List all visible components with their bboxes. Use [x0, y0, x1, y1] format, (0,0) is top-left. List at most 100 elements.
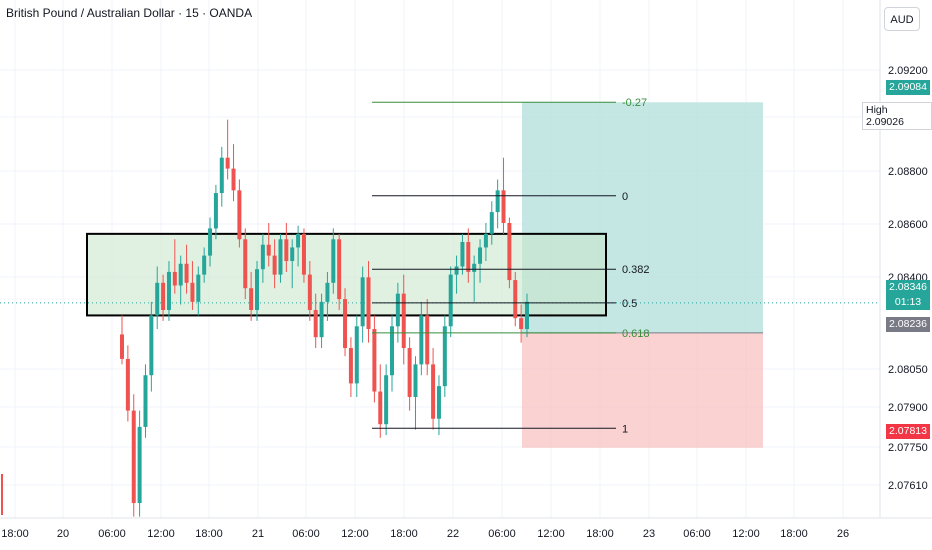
x-tick-label: 18:00 — [1, 528, 29, 540]
countdown-tag: 01:13 — [886, 295, 930, 310]
candle-body — [143, 375, 148, 427]
x-tick-label: 26 — [837, 528, 849, 540]
x-tick-label: 18:00 — [195, 528, 223, 540]
candle-body — [360, 277, 365, 327]
candle-body — [272, 255, 277, 275]
candle-body — [407, 348, 412, 397]
candle-body — [337, 239, 342, 300]
candle-body — [120, 334, 124, 359]
candle-body — [172, 271, 177, 286]
x-tick-label: 12:00 — [341, 528, 369, 540]
candle-body — [178, 263, 183, 286]
candle-body — [436, 386, 441, 419]
candle-body — [501, 190, 506, 223]
candle-body — [184, 263, 189, 283]
high-label-value: 2.09026 — [866, 116, 904, 128]
candle-body — [472, 263, 477, 272]
candle-body — [431, 364, 436, 419]
candle-body — [348, 348, 353, 384]
candle-body — [301, 233, 306, 275]
candle-body — [202, 255, 207, 275]
candle-body — [149, 315, 154, 376]
candle-body — [319, 301, 324, 338]
candle-body — [137, 426, 142, 504]
candle-body — [125, 358, 130, 411]
x-tick-label: 06:00 — [683, 528, 711, 540]
x-tick-label: 06:00 — [98, 528, 126, 540]
candle-body — [413, 364, 418, 397]
stop-zone — [522, 332, 763, 448]
candle-body — [325, 282, 330, 302]
target-price-tag: 2.09084 — [886, 80, 930, 95]
candle-body — [161, 282, 166, 310]
candle-body — [466, 242, 471, 272]
x-tick-label: 23 — [643, 528, 655, 540]
candle-body — [243, 239, 248, 289]
x-tick-label: 21 — [252, 528, 264, 540]
y-tick-label: 2.08600 — [888, 219, 928, 231]
currency-button[interactable]: AUD — [884, 7, 920, 31]
fib-label: -0.27 — [622, 97, 647, 109]
x-tick-label: 06:00 — [292, 528, 320, 540]
x-tick-label: 22 — [447, 528, 459, 540]
candle-body — [284, 239, 289, 262]
candle-body — [290, 247, 295, 262]
candle-body — [384, 375, 389, 425]
fib-label: 0.618 — [622, 328, 650, 340]
candle-body — [313, 309, 318, 338]
candle-body — [454, 266, 459, 275]
x-tick-label: 18:00 — [780, 528, 808, 540]
candle-body — [237, 190, 242, 240]
candle-body — [307, 274, 312, 310]
candle-body — [278, 239, 283, 275]
candle-body — [483, 233, 488, 248]
y-tick-label: 2.08050 — [888, 364, 928, 376]
candle-body — [208, 228, 213, 256]
candle-body — [255, 269, 259, 310]
stop-price-tag: 2.07813 — [886, 424, 930, 439]
y-tick-label: 2.07610 — [888, 480, 928, 492]
y-tick-label: 2.08800 — [888, 166, 928, 178]
chart-title: British Pound / Australian Dollar · 15 ·… — [6, 6, 253, 20]
candle-body — [231, 168, 236, 191]
candle-body — [266, 244, 271, 256]
fib-label: 0.382 — [622, 264, 650, 276]
candle-body — [478, 247, 483, 264]
candle-body — [366, 277, 371, 330]
candle-body — [519, 318, 524, 330]
x-tick-label: 20 — [57, 528, 69, 540]
candle-body — [442, 326, 447, 387]
candle-body — [507, 222, 512, 281]
candle-body — [219, 157, 224, 194]
x-tick-label: 12:00 — [537, 528, 565, 540]
y-tick-label: 2.07900 — [888, 402, 928, 414]
candle-body — [448, 274, 453, 327]
candle-body — [513, 280, 518, 319]
candle-body — [354, 326, 359, 384]
candle-body — [401, 293, 406, 349]
current-price-tag: 2.08346 — [886, 280, 930, 295]
candle-body — [190, 282, 195, 302]
candle-body — [460, 242, 465, 267]
drawings — [0, 102, 880, 448]
fib-label: 0.5 — [622, 298, 637, 310]
candle-body — [372, 329, 377, 392]
candle-body — [260, 244, 265, 270]
y-tick-label: 2.07750 — [888, 442, 928, 454]
candle-body — [525, 301, 529, 330]
candle-body — [166, 271, 171, 310]
y-tick-label: 2.09200 — [888, 65, 928, 77]
fib-label: 1 — [622, 423, 628, 435]
x-tick-label: 12:00 — [147, 528, 175, 540]
candle-body — [495, 190, 500, 213]
x-tick-label: 12:00 — [732, 528, 760, 540]
high-label-text: High — [866, 104, 888, 116]
candle-body — [155, 282, 160, 316]
x-tick-label: 18:00 — [390, 528, 418, 540]
candle-body — [343, 299, 348, 349]
candles — [1, 119, 529, 517]
fib-label: 0 — [622, 191, 628, 203]
